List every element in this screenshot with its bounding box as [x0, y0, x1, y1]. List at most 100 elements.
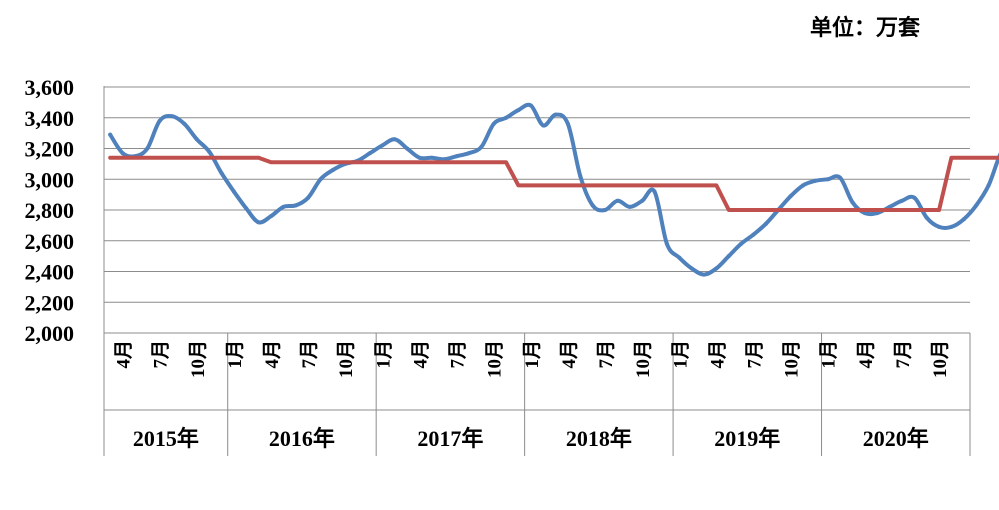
data-point — [380, 143, 385, 148]
data-point — [590, 203, 595, 208]
y-tick-label: 3,200 — [25, 137, 75, 162]
data-point — [615, 198, 620, 203]
data-point — [207, 149, 212, 154]
x-tick-label: 4月 — [707, 340, 728, 369]
data-point — [887, 204, 892, 209]
year-label: 2015年 — [133, 426, 199, 451]
data-point — [838, 175, 843, 180]
data-point — [937, 224, 942, 229]
x-tick-label: 4月 — [262, 340, 283, 369]
y-tick-label: 3,600 — [25, 75, 75, 100]
x-tick-label: 1月 — [819, 340, 840, 369]
data-point — [417, 155, 422, 160]
data-point — [565, 121, 570, 126]
y-tick-label: 2,800 — [25, 198, 75, 223]
x-tick-label: 1月 — [373, 340, 394, 369]
x-tick-label: 4月 — [114, 340, 135, 369]
data-point — [429, 155, 434, 160]
data-point — [862, 211, 867, 216]
data-point — [850, 200, 855, 205]
year-label: 2018年 — [566, 426, 632, 451]
data-point — [763, 221, 768, 226]
x-tick-label: 4月 — [410, 340, 431, 369]
data-point — [652, 189, 657, 194]
x-tick-label: 7月 — [893, 340, 914, 369]
data-point — [800, 183, 805, 188]
data-point — [182, 121, 187, 126]
data-point — [714, 266, 719, 271]
x-tick-label: 7月 — [745, 340, 766, 369]
data-point — [825, 177, 830, 182]
data-point — [293, 203, 298, 208]
data-point — [603, 208, 608, 212]
series-line-2 — [108, 155, 999, 212]
data-point — [640, 198, 645, 203]
data-point — [194, 137, 199, 142]
data-point — [454, 154, 459, 159]
data-point — [912, 195, 917, 200]
data-point — [788, 194, 793, 199]
y-tick-label: 2,400 — [25, 260, 75, 285]
x-tick-label: 1月 — [225, 340, 246, 369]
data-point — [442, 157, 447, 162]
data-point — [367, 151, 372, 156]
x-tick-label: 4月 — [856, 340, 877, 369]
data-point — [170, 114, 175, 119]
data-point — [281, 204, 286, 209]
x-tick-label: 7月 — [448, 340, 469, 369]
data-point — [504, 115, 509, 120]
y-tick-label: 2,000 — [25, 321, 75, 346]
data-point — [108, 132, 113, 137]
data-point — [875, 211, 880, 216]
x-tick-label: 10月 — [782, 340, 803, 378]
x-tick-label: 7月 — [596, 340, 617, 369]
x-tick-label: 1月 — [670, 340, 691, 369]
x-tick-label: 10月 — [930, 340, 951, 378]
data-point — [751, 232, 756, 237]
x-tick-label: 10月 — [633, 340, 654, 378]
data-point — [244, 206, 249, 211]
data-point — [516, 108, 521, 113]
data-point — [899, 198, 904, 203]
data-point — [986, 183, 991, 188]
data-point — [974, 203, 979, 208]
year-label: 2016年 — [269, 426, 335, 451]
data-point — [726, 254, 731, 259]
data-point — [553, 112, 558, 117]
data-point — [961, 217, 966, 222]
data-point — [120, 151, 125, 156]
data-point — [541, 123, 546, 128]
unit-label: 单位：万套 — [810, 15, 921, 41]
data-point — [157, 118, 162, 123]
series-line-1 — [108, 102, 999, 277]
data-point — [145, 146, 150, 151]
y-tick-label: 3,400 — [25, 106, 75, 131]
data-point — [306, 195, 311, 200]
data-point — [813, 178, 818, 183]
data-point — [219, 171, 224, 176]
x-tick-label: 10月 — [336, 340, 357, 378]
data-point — [739, 241, 744, 246]
data-point — [677, 255, 682, 260]
y-tick-label: 2,200 — [25, 290, 75, 315]
data-point — [924, 215, 929, 220]
data-point — [318, 177, 323, 182]
x-tick-label: 10月 — [188, 340, 209, 378]
data-point — [392, 137, 397, 142]
data-point — [256, 220, 261, 225]
year-label: 2017年 — [417, 426, 483, 451]
data-point — [466, 151, 471, 156]
x-tick-label: 4月 — [559, 340, 580, 369]
y-tick-label: 3,000 — [25, 167, 75, 192]
year-label: 2020年 — [863, 426, 929, 451]
data-point — [689, 266, 694, 271]
y-tick-label: 2,600 — [25, 229, 75, 254]
x-tick-label: 10月 — [485, 340, 506, 378]
data-point — [479, 144, 484, 149]
data-point — [664, 241, 669, 246]
year-label: 2019年 — [714, 426, 780, 451]
x-tick-label: 7月 — [151, 340, 172, 369]
data-point — [578, 174, 583, 179]
x-tick-label: 1月 — [522, 340, 543, 369]
